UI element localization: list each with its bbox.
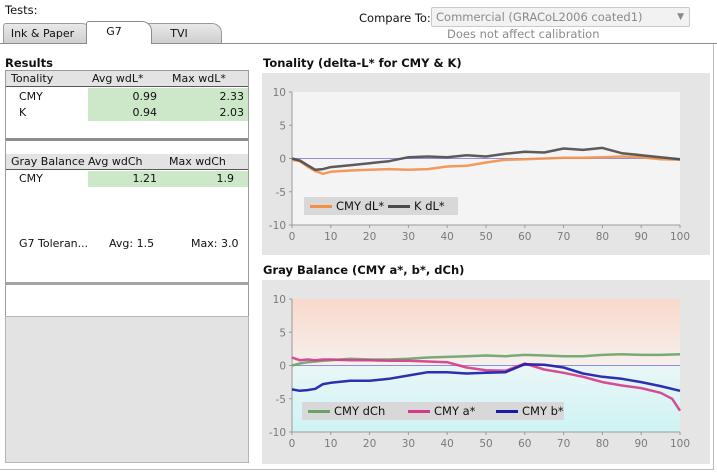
column-header: Max wdL* bbox=[172, 72, 226, 85]
legend-swatch bbox=[408, 410, 430, 413]
legend-swatch bbox=[496, 410, 518, 413]
column-header: Max wdCh bbox=[169, 155, 226, 168]
x-tick-label: 0 bbox=[289, 231, 296, 243]
legend-swatch bbox=[388, 205, 410, 208]
results-title: Results bbox=[5, 56, 53, 70]
legend-swatch bbox=[308, 410, 330, 413]
x-tick-label: 70 bbox=[557, 231, 570, 243]
x-tick-label: 60 bbox=[518, 438, 531, 450]
column-header: Avg wdCh bbox=[88, 155, 143, 168]
x-tick-label: 30 bbox=[402, 231, 415, 243]
legend-swatch bbox=[310, 205, 332, 208]
compare-to-label: Compare To: bbox=[359, 11, 431, 25]
legend-label: CMY a* bbox=[434, 404, 476, 418]
row-label: CMY bbox=[19, 172, 43, 185]
section-divider bbox=[6, 138, 248, 141]
legend-label: CMY dCh bbox=[334, 404, 386, 418]
y-tick-label: -5 bbox=[276, 394, 286, 406]
x-tick-label: 50 bbox=[479, 438, 492, 450]
tonality-chart: -10 -5 0 5 10 0 10 20 30 40 50 60 70 80 90 100 CMY dL* … bbox=[262, 73, 710, 255]
column-header: Avg wdL* bbox=[92, 72, 144, 85]
series-line-cmy-dl- bbox=[291, 155, 681, 176]
tonality-chart-title: Tonality (delta-L* for CMY & K) bbox=[263, 56, 462, 70]
y-tick-label: -5 bbox=[276, 187, 286, 199]
tab-label: G7 bbox=[106, 25, 122, 38]
x-tick-label: 50 bbox=[479, 231, 492, 243]
series-line-cmy-b- bbox=[291, 362, 681, 393]
x-tick-label: 30 bbox=[402, 438, 415, 450]
y-tick-label: -10 bbox=[269, 427, 286, 439]
compare-note: Does not affect calibration bbox=[447, 27, 600, 41]
tonality-header: Tonality Avg wdL* Max wdL* bbox=[6, 71, 248, 87]
gray-balance-header: Gray Balance Avg wdCh Max wdCh bbox=[6, 154, 248, 170]
max-value: 1.9 bbox=[216, 172, 235, 185]
highlight-cells bbox=[88, 88, 248, 121]
max-value: 2.03 bbox=[219, 106, 245, 119]
x-tick-label: 40 bbox=[441, 438, 454, 450]
panel-border bbox=[713, 43, 714, 469]
highlight-cells bbox=[88, 171, 248, 187]
results-empty-area bbox=[5, 316, 249, 463]
x-tick-label: 60 bbox=[518, 231, 531, 243]
series-line-cmy-a- bbox=[291, 356, 682, 412]
x-tick-label: 80 bbox=[596, 231, 609, 243]
section-divider bbox=[6, 282, 248, 285]
negative-band bbox=[292, 365, 680, 432]
y-tick-label: 5 bbox=[279, 327, 286, 339]
column-header: Gray Balance bbox=[11, 155, 85, 168]
avg-value: 0.99 bbox=[132, 90, 158, 103]
tab-label: Ink & Paper bbox=[10, 27, 75, 40]
gray-balance-legend: CMY dCh CMY a* CMY b* bbox=[302, 402, 564, 420]
series-line-cmy-dch bbox=[291, 352, 681, 367]
y-tick-label: 10 bbox=[273, 87, 286, 99]
x-tick-label: 20 bbox=[363, 438, 376, 450]
x-tick-label: 40 bbox=[441, 231, 454, 243]
y-tick-label: 0 bbox=[279, 361, 286, 373]
max-value: 2.33 bbox=[219, 90, 245, 103]
legend-label: CMY dL* bbox=[336, 199, 385, 213]
x-tick-label: 10 bbox=[324, 231, 337, 243]
compare-to-dropdown[interactable]: Commercial (GRACoL2006 coated1) ▼ bbox=[431, 7, 690, 27]
compare-to-value: Commercial (GRACoL2006 coated1) bbox=[436, 10, 643, 24]
y-tick-label: 0 bbox=[279, 154, 286, 166]
x-tick-label: 80 bbox=[596, 438, 609, 450]
gray-balance-chart: -10 -5 0 5 10 0 10 20 30 40 50 60 70 80 90 100 CMY dCh … bbox=[262, 280, 710, 464]
series-line-k-dl- bbox=[291, 146, 681, 172]
x-tick-label: 100 bbox=[670, 438, 690, 450]
tab-divider bbox=[0, 43, 717, 44]
tab-ink-paper[interactable]: Ink & Paper bbox=[3, 23, 92, 43]
legend-label: K dL* bbox=[414, 199, 445, 213]
x-tick-label: 20 bbox=[363, 231, 376, 243]
y-tick-label: -10 bbox=[269, 220, 286, 232]
g7-tolerance-max: Max: 3.0 bbox=[191, 237, 239, 250]
g7-tolerance-avg: Avg: 1.5 bbox=[109, 237, 155, 250]
column-header: Tonality bbox=[11, 72, 54, 85]
x-tick-label: 90 bbox=[635, 438, 648, 450]
row-label: K bbox=[19, 106, 27, 119]
avg-value: 0.94 bbox=[132, 106, 158, 119]
gray-balance-chart-title: Gray Balance (CMY a*, b*, dCh) bbox=[263, 263, 465, 277]
x-tick-label: 90 bbox=[635, 231, 648, 243]
results-table: Tonality Avg wdL* Max wdL* CMY 0.99 2.33… bbox=[5, 70, 249, 316]
avg-value: 1.21 bbox=[132, 172, 158, 185]
tab-tvi[interactable]: TVI bbox=[146, 23, 222, 43]
g7-tolerance-label: G7 Toleran... bbox=[19, 237, 89, 250]
tonality-legend: CMY dL* K dL* bbox=[304, 197, 458, 215]
y-tick-label: 10 bbox=[273, 294, 286, 306]
tab-label: TVI bbox=[170, 27, 188, 40]
tests-label: Tests: bbox=[5, 3, 38, 17]
x-tick-label: 0 bbox=[289, 438, 296, 450]
x-tick-label: 10 bbox=[324, 438, 337, 450]
x-tick-label: 70 bbox=[557, 438, 570, 450]
y-tick-label: 5 bbox=[279, 120, 286, 132]
panel-border bbox=[0, 469, 714, 470]
chevron-down-icon: ▼ bbox=[677, 12, 684, 22]
row-label: CMY bbox=[19, 90, 43, 103]
x-tick-label: 100 bbox=[670, 231, 690, 243]
results-panel: Results Tonality Avg wdL* Max wdL* CMY 0… bbox=[5, 53, 249, 463]
tab-g7[interactable]: G7 bbox=[86, 21, 152, 44]
legend-label: CMY b* bbox=[522, 404, 564, 418]
